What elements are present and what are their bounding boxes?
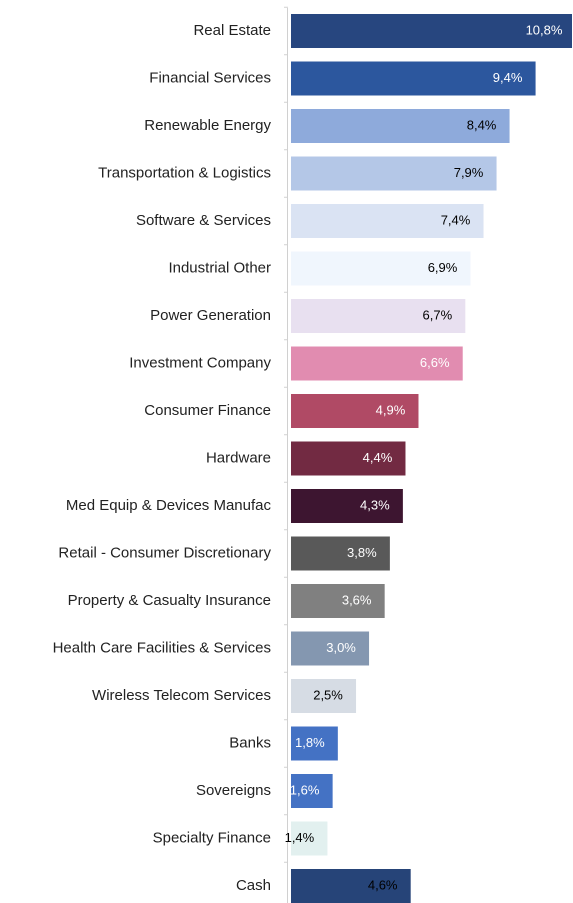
y-tick-label: Renewable Energy xyxy=(144,117,271,134)
y-tick-label: Industrial Other xyxy=(168,259,271,276)
bar xyxy=(291,679,357,713)
y-tick-label: Consumer Finance xyxy=(144,402,271,419)
y-tick-label: Real Estate xyxy=(193,22,271,39)
y-tick-label: Hardware xyxy=(206,449,271,466)
bar xyxy=(291,869,411,903)
y-tick-label: Financial Services xyxy=(149,69,271,86)
bar xyxy=(291,346,463,381)
y-tick-label: Wireless Telecom Services xyxy=(92,687,271,704)
bar xyxy=(291,204,484,238)
y-tick-label: Specialty Finance xyxy=(153,829,271,846)
data-label: 8,4% xyxy=(467,117,497,132)
y-tick-label: Retail - Consumer Discretionary xyxy=(58,544,271,561)
y-tick-label: Power Generation xyxy=(150,307,271,324)
data-label: 4,6% xyxy=(368,877,398,892)
y-tick-label: Med Equip & Devices Manufac xyxy=(66,497,272,514)
data-label: 9,4% xyxy=(493,70,523,85)
y-tick-label: Banks xyxy=(229,734,271,751)
y-tick-label: Health Care Facilities & Services xyxy=(53,639,271,656)
data-label: 1,8% xyxy=(295,735,325,750)
bar xyxy=(291,631,370,666)
y-tick-label: Sovereigns xyxy=(196,782,271,799)
bar xyxy=(291,299,466,333)
bar xyxy=(291,394,419,428)
data-label: 3,0% xyxy=(326,640,356,655)
data-label: 1,6% xyxy=(290,782,320,797)
y-tick-label: Cash xyxy=(236,877,271,894)
bar xyxy=(291,489,403,523)
y-tick-label: Software & Services xyxy=(136,212,271,229)
bar xyxy=(291,109,510,143)
data-label: 4,4% xyxy=(363,450,393,465)
y-tick-label: Property & Casualty Insurance xyxy=(68,592,271,609)
data-label: 6,9% xyxy=(428,260,458,275)
data-label: 7,9% xyxy=(454,165,484,180)
bar xyxy=(291,584,385,618)
bar xyxy=(291,821,328,856)
bar xyxy=(291,251,471,286)
bar xyxy=(291,14,572,48)
data-label: 3,6% xyxy=(342,592,372,607)
data-label: 2,5% xyxy=(313,687,343,702)
data-label: 4,3% xyxy=(360,497,390,512)
bar xyxy=(291,441,406,476)
data-label: 6,7% xyxy=(423,307,453,322)
bar xyxy=(291,536,390,571)
bar xyxy=(291,156,497,191)
bar xyxy=(291,61,536,96)
data-label: 1,4% xyxy=(285,830,315,845)
y-tick-label: Investment Company xyxy=(129,354,271,371)
data-label: 4,9% xyxy=(376,402,406,417)
bar xyxy=(291,726,338,761)
data-label: 10,8% xyxy=(526,22,563,37)
data-label: 3,8% xyxy=(347,545,377,560)
bar xyxy=(291,774,333,808)
y-tick-label: Transportation & Logistics xyxy=(98,164,271,181)
data-label: 7,4% xyxy=(441,212,471,227)
data-label: 6,6% xyxy=(420,355,450,370)
